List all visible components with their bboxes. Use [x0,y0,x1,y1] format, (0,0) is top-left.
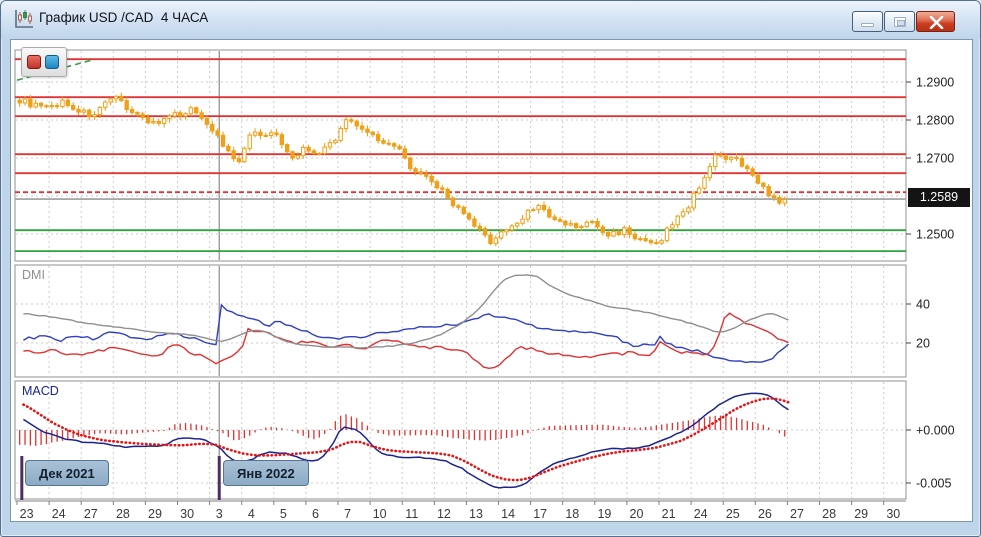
svg-text:5: 5 [280,507,287,521]
chart-client-area: 1.2900 1.2800 1.2700 1.2500 40 20 +0.000 -0.005… [10,39,973,522]
svg-text:25: 25 [726,507,740,521]
svg-text:29: 29 [854,507,868,521]
price-level-lines [15,58,906,253]
titlebar[interactable]: График USD /CAD 4 ЧАСА [1,1,980,39]
window-title: График USD /CAD 4 ЧАСА [39,10,209,25]
svg-text:20: 20 [630,507,644,521]
svg-text:13: 13 [469,507,483,521]
svg-text:30: 30 [886,507,900,521]
svg-text:28: 28 [822,507,836,521]
minimize-icon [861,23,874,27]
toolbar-red-button[interactable] [27,55,41,69]
current-price-tag: 1.2589 [908,188,970,207]
svg-text:10: 10 [373,507,387,521]
svg-text:26: 26 [758,507,772,521]
svg-text:24: 24 [694,507,708,521]
chart-toolbar [21,47,67,77]
dmi-series-+DI [23,303,789,364]
svg-text:6: 6 [312,507,319,521]
svg-text:20: 20 [916,337,930,351]
svg-text:17: 17 [533,507,547,521]
month-badge-dec-2021: Дек 2021 [25,460,109,486]
svg-text:3: 3 [216,507,223,521]
svg-text:29: 29 [148,507,162,521]
maximize-button[interactable] [884,11,915,32]
svg-text:19: 19 [597,507,611,521]
macd-line [22,392,789,489]
candles [17,92,787,247]
svg-text:14: 14 [501,507,515,521]
panel-frames [14,49,907,500]
macd-panel-label: MACD [22,384,59,398]
chart-canvas[interactable]: 1.2900 1.2800 1.2700 1.2500 40 20 +0.000 -0.005… [11,40,972,521]
svg-text:-0.005: -0.005 [916,477,951,491]
right-axis: 1.2900 1.2800 1.2700 1.2500 40 20 +0.000 -0.005 [906,76,955,491]
close-button[interactable] [916,11,955,32]
svg-text:7: 7 [344,507,351,521]
svg-text:28: 28 [116,507,130,521]
svg-text:1.2700: 1.2700 [916,152,954,166]
svg-text:27: 27 [790,507,804,521]
toolbar-blue-button[interactable] [45,55,59,69]
svg-text:30: 30 [180,507,194,521]
dmi-panel-label: DMI [22,268,45,282]
macd-plot [19,392,790,489]
svg-text:4: 4 [248,507,255,521]
svg-text:1.2800: 1.2800 [916,114,954,128]
dmi-lines [23,274,789,370]
svg-text:+0.000: +0.000 [916,424,955,438]
window-controls [851,11,955,32]
svg-text:18: 18 [565,507,579,521]
candlestick-chart-icon [13,8,35,30]
svg-text:24: 24 [52,507,66,521]
svg-text:11: 11 [405,507,418,521]
svg-text:27: 27 [84,507,98,521]
x-axis: 23 24 27 28 29 30 3 4 5 6 7 10 11 12 13 14 17 18 19 20 21 24 2… [15,500,906,521]
month-badge-jan-2022: Янв 2022 [223,460,309,486]
svg-text:12: 12 [437,507,451,521]
dmi-series-ADX [23,274,789,349]
svg-text:1.2500: 1.2500 [916,228,954,242]
minimize-button[interactable] [852,11,883,32]
svg-text:23: 23 [20,507,34,521]
close-icon [929,16,944,29]
macd-signal-dots [22,397,790,482]
maximize-icon [894,17,906,27]
svg-text:1.2900: 1.2900 [916,76,954,90]
svg-text:21: 21 [662,507,676,521]
svg-text:40: 40 [916,298,930,312]
